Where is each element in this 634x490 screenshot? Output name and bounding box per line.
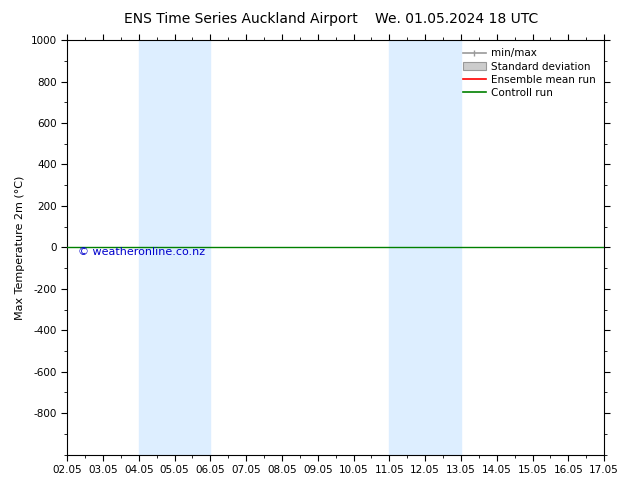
Text: We. 01.05.2024 18 UTC: We. 01.05.2024 18 UTC — [375, 12, 538, 26]
Y-axis label: Max Temperature 2m (°C): Max Temperature 2m (°C) — [15, 175, 25, 319]
Bar — [389, 40, 461, 455]
Bar — [139, 40, 210, 455]
Text: © weatheronline.co.nz: © weatheronline.co.nz — [78, 246, 205, 257]
Legend: min/max, Standard deviation, Ensemble mean run, Controll run: min/max, Standard deviation, Ensemble me… — [460, 46, 599, 101]
Text: ENS Time Series Auckland Airport: ENS Time Series Auckland Airport — [124, 12, 358, 26]
